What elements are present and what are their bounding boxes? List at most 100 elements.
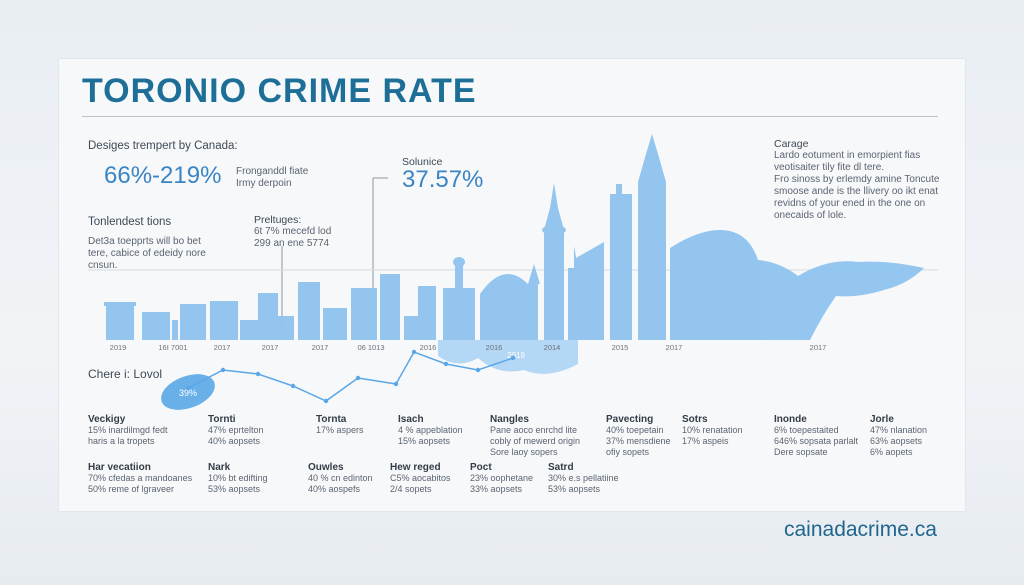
stat-heading: Satrd <box>548 462 574 473</box>
title-divider <box>82 116 938 117</box>
stat-line: 2/4 sopets <box>390 484 432 494</box>
building-15-dome <box>453 257 465 267</box>
stat-column: Tornta 17% aspers <box>316 414 364 436</box>
building-12 <box>380 274 400 340</box>
x-tick-label: 06 1013 <box>357 343 384 352</box>
right-hills <box>670 230 924 340</box>
stat-line: 63% aopsets <box>870 436 923 446</box>
center-value: 37.57% <box>402 166 484 193</box>
center-label: Solunice <box>402 156 443 168</box>
stat-column: Satrd 30% e.s pellatiine 53% aopsets <box>548 462 619 495</box>
stat-line: 47% eprtelton <box>208 425 264 435</box>
stat-column: Ouwles 40 % cn edinton 40% aospefs <box>308 462 373 495</box>
infographic-panel: TORONIO CRIME RATE Desiges trempert by C… <box>58 58 966 512</box>
stat-line: 40% toepetain <box>606 425 664 435</box>
stat-line: Pane aoco enrchd lite <box>490 425 578 435</box>
building-19 <box>610 194 632 340</box>
stat-heading: Hew reged <box>390 462 441 473</box>
building-6 <box>240 320 258 340</box>
stat-column: Tornti 47% eprtelton 40% aopsets <box>208 414 264 447</box>
stat-line: 646% sopsata parlalt <box>774 436 859 446</box>
building-7 <box>258 293 278 340</box>
right-note-1: Lardo eotument in emorpient fias <box>774 150 921 161</box>
skyline-label: 2019 <box>507 351 525 360</box>
mid-note-2: 299 an ene 5774 <box>254 238 330 249</box>
stat-heading: Sotrs <box>682 414 708 425</box>
left-heading: Desiges trempert by Canada: <box>88 140 238 152</box>
right-heading: Carage <box>774 138 809 150</box>
stat-line: haris a la tropets <box>88 436 155 446</box>
stat-line: 70% cfedas a mandoanes <box>88 473 193 483</box>
x-tick-label: 2017 <box>312 343 329 352</box>
building-13 <box>404 316 418 340</box>
right-note-2: veotisaiter tily fite dl tere. <box>774 162 885 173</box>
stat-line: 23% oophetane <box>470 473 534 483</box>
x-tick-label: 2017 <box>810 343 827 352</box>
line-point <box>475 367 481 373</box>
sub-note-1: Det3a toepprts will bo bet <box>88 236 201 247</box>
line-point <box>510 355 516 361</box>
stat-line: 33% aopsets <box>470 484 523 494</box>
stat-line: 6% aopets <box>870 447 913 457</box>
building-1 <box>106 304 134 340</box>
stat-line: 53% aopsets <box>548 484 601 494</box>
right-note-5: revidns of your ened in the one on <box>774 198 926 209</box>
building-19-spire <box>616 184 622 196</box>
line-point <box>185 385 191 391</box>
line-point <box>323 398 329 404</box>
stat-line: 6% toepestaited <box>774 425 839 435</box>
x-tick-label: 16I 7001 <box>158 343 187 352</box>
stat-column: Jorle 47% nlanation 63% aopsets 6% aopets <box>870 414 927 458</box>
x-tick-label: 2017 <box>666 343 683 352</box>
stat-line: 53% aopsets <box>208 484 261 494</box>
stat-line: cobly of mewerd origin <box>490 436 581 446</box>
stat-line: 10% renatation <box>682 425 743 435</box>
building-15 <box>443 288 475 340</box>
line-point <box>220 367 226 373</box>
stat-line: Sore laoy sopers <box>490 447 558 457</box>
building-16 <box>524 284 538 340</box>
right-note-6: onecaids of lole. <box>774 210 847 221</box>
skyline-reflection <box>438 340 578 374</box>
x-tick-label: 2014 <box>544 343 561 352</box>
x-tick-label: 2019 <box>110 343 127 352</box>
stat-line: 17% aspers <box>316 425 364 435</box>
building-1-cap <box>104 302 136 306</box>
x-tick-label: 2017 <box>262 343 279 352</box>
stat-line: 17% aspeis <box>682 436 729 446</box>
line-point <box>355 375 361 381</box>
line-chart-label: Chere i: Lovol <box>88 367 162 381</box>
stat-line: 40% aopsets <box>208 436 261 446</box>
stat-heading: Tornti <box>208 414 236 425</box>
cn-tower-pod <box>542 225 566 235</box>
building-5 <box>210 301 238 340</box>
sub-heading: Tonlendest tions <box>88 216 172 228</box>
stat-column: Isach 4 % appeblation 15% aopsets <box>398 414 463 447</box>
stat-heading: Nark <box>208 462 231 473</box>
stat-column: Hew reged C5% aocabitos 2/4 sopets <box>390 462 451 495</box>
building-15-tower <box>455 263 463 288</box>
stat-line: C5% aocabitos <box>390 473 451 483</box>
stat-heading: Har vecatiion <box>88 462 151 473</box>
x-tick-label: 2016 <box>486 343 503 352</box>
range-note-2: Irmy derpoin <box>236 178 292 189</box>
stat-column: Har vecatiion 70% cfedas a mandoanes 50% r… <box>88 462 192 495</box>
stat-line: ofiy sopets <box>606 447 650 457</box>
stat-column: Nark 10% bt edifting 53% aopsets <box>208 462 268 495</box>
line-bubble <box>161 374 215 410</box>
stat-heading: Poct <box>470 462 492 473</box>
building-3 <box>172 320 178 340</box>
x-tick-label: 2016 <box>420 343 437 352</box>
stat-line: 40% aospefs <box>308 484 361 494</box>
building-11 <box>351 288 377 340</box>
stat-heading: Isach <box>398 414 424 425</box>
stat-line: 10% bt edifting <box>208 473 268 483</box>
x-tick-label: 2017 <box>214 343 231 352</box>
stat-line: 50% reme of lgraveer <box>88 484 175 494</box>
stat-line: 47% nlanation <box>870 425 928 435</box>
stat-column: Sotrs 10% renatation 17% aspeis <box>682 414 743 447</box>
stat-line: 15% aopsets <box>398 436 451 446</box>
sub-note-2: tere, cabice of edeidy nore <box>88 248 206 259</box>
range-note-1: Fronganddl fiate <box>236 166 309 177</box>
line-point <box>411 349 417 355</box>
